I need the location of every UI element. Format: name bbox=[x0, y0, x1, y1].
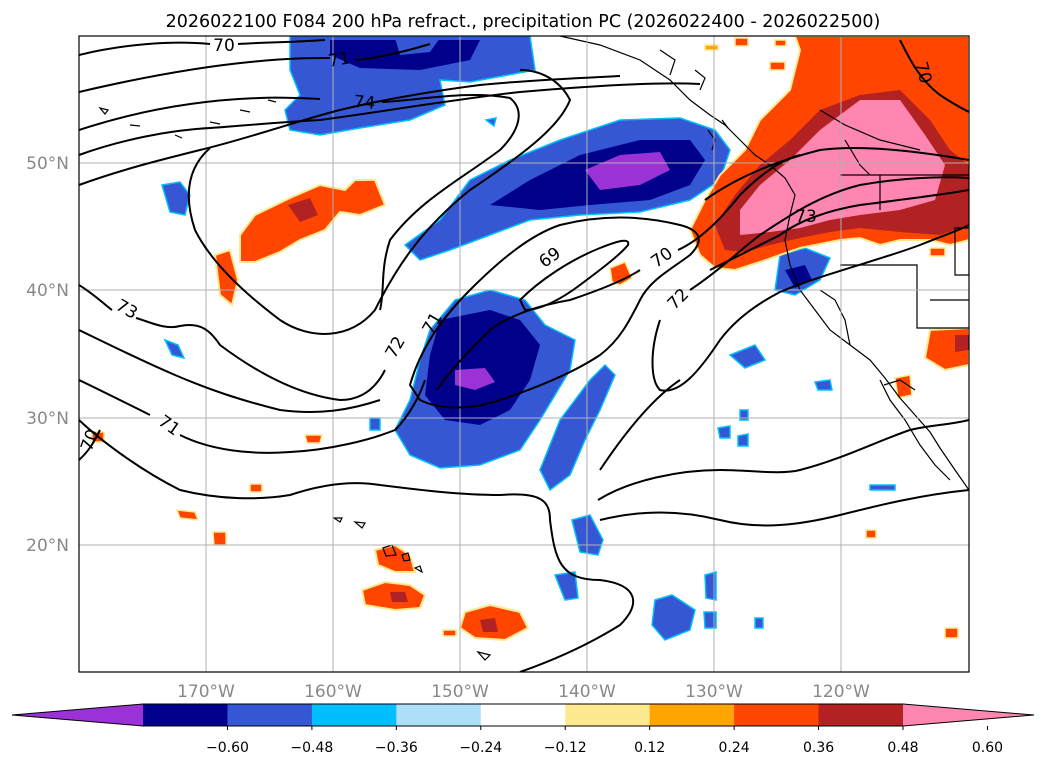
contour-line bbox=[79, 82, 701, 156]
colorbar-tick-label: 0.36 bbox=[803, 740, 834, 756]
graticule bbox=[79, 36, 969, 672]
lon-label: 170°W bbox=[177, 682, 235, 702]
lon-label: 140°W bbox=[558, 682, 616, 702]
contour-label: 73 bbox=[795, 207, 817, 227]
contour-label: 71 bbox=[327, 48, 352, 71]
contour-line bbox=[408, 216, 700, 409]
contour-line bbox=[704, 147, 969, 201]
contour-line bbox=[79, 419, 635, 672]
coastlines bbox=[559, 36, 969, 491]
colorbar-tick-label: 0.48 bbox=[887, 740, 918, 756]
refractivity-contours bbox=[79, 39, 969, 672]
contour-line bbox=[599, 489, 969, 527]
colorbar-segment bbox=[311, 704, 397, 726]
colorbar-tick-label: −0.48 bbox=[290, 740, 333, 756]
colorbar-segment bbox=[734, 704, 820, 726]
lat-label: 30°N bbox=[26, 409, 69, 429]
contour-label: 74 bbox=[353, 92, 376, 114]
colorbar-extend-max bbox=[903, 704, 1034, 726]
colorbar-tick-label: −0.36 bbox=[375, 740, 418, 756]
colorbar-tick-label: 0.12 bbox=[634, 740, 665, 756]
islands bbox=[98, 49, 729, 661]
colorbar-tick-label: −0.24 bbox=[459, 740, 502, 756]
contour-line bbox=[79, 43, 431, 93]
colorbar-tick-label: −0.60 bbox=[206, 740, 249, 756]
contour-line bbox=[709, 189, 969, 271]
colorbar-tick-label: −0.12 bbox=[544, 740, 587, 756]
lat-label: 20°N bbox=[26, 536, 69, 556]
figure-title: 2026022100 F084 200 hPa refract., precip… bbox=[166, 12, 881, 32]
lon-label: 150°W bbox=[431, 682, 489, 702]
map-frame bbox=[78, 35, 970, 673]
contour-line bbox=[187, 69, 572, 335]
colorbar-tick-label: 0.60 bbox=[972, 740, 1003, 756]
contour-line bbox=[79, 75, 621, 186]
lat-label: 50°N bbox=[26, 154, 69, 174]
contour-line bbox=[79, 329, 381, 413]
contour-line bbox=[79, 429, 101, 461]
precip-region-pos-midpacific bbox=[239, 179, 387, 263]
colorbar-extend-min bbox=[12, 704, 143, 726]
colorbar-outline bbox=[11, 703, 1035, 727]
lat-label: 40°N bbox=[26, 281, 69, 301]
lon-label: 160°W bbox=[304, 682, 362, 702]
colorbar-segment bbox=[649, 704, 735, 726]
contour-line bbox=[651, 224, 969, 392]
colorbar-segment bbox=[143, 704, 228, 726]
contour-line bbox=[899, 39, 969, 113]
lon-labels: 170°W 160°W 150°W 140°W 130°W 120°W bbox=[177, 682, 870, 702]
lon-label: 120°W bbox=[812, 682, 870, 702]
colorbar: −0.60 −0.48 −0.36 −0.24 −0.12 0.12 0.24 0.36 0.4… bbox=[11, 703, 1035, 756]
contour-line bbox=[79, 284, 386, 402]
contour-label: 70 bbox=[213, 36, 235, 56]
colorbar-tick-label: 0.24 bbox=[719, 740, 750, 756]
na-coastline bbox=[559, 36, 969, 491]
negative-precip-regions bbox=[161, 36, 896, 641]
lon-label: 130°W bbox=[685, 682, 743, 702]
map-panel: 70 71 74 73 71 70 69 70 72 71 72 73 70 bbox=[79, 36, 969, 672]
lat-labels: 50°N 40°N 30°N 20°N bbox=[26, 154, 69, 556]
colorbar-segment bbox=[565, 704, 651, 726]
contour-line bbox=[518, 239, 630, 312]
contour-line bbox=[597, 419, 969, 501]
contour-line bbox=[79, 39, 326, 56]
positive-precip-regions bbox=[91, 36, 969, 642]
colorbar-segment bbox=[227, 704, 313, 726]
colorbar-segment bbox=[396, 704, 482, 726]
colorbar-segment bbox=[480, 704, 566, 726]
contour-line bbox=[79, 379, 426, 454]
contour-line bbox=[79, 93, 520, 311]
colorbar-segment bbox=[818, 704, 904, 726]
